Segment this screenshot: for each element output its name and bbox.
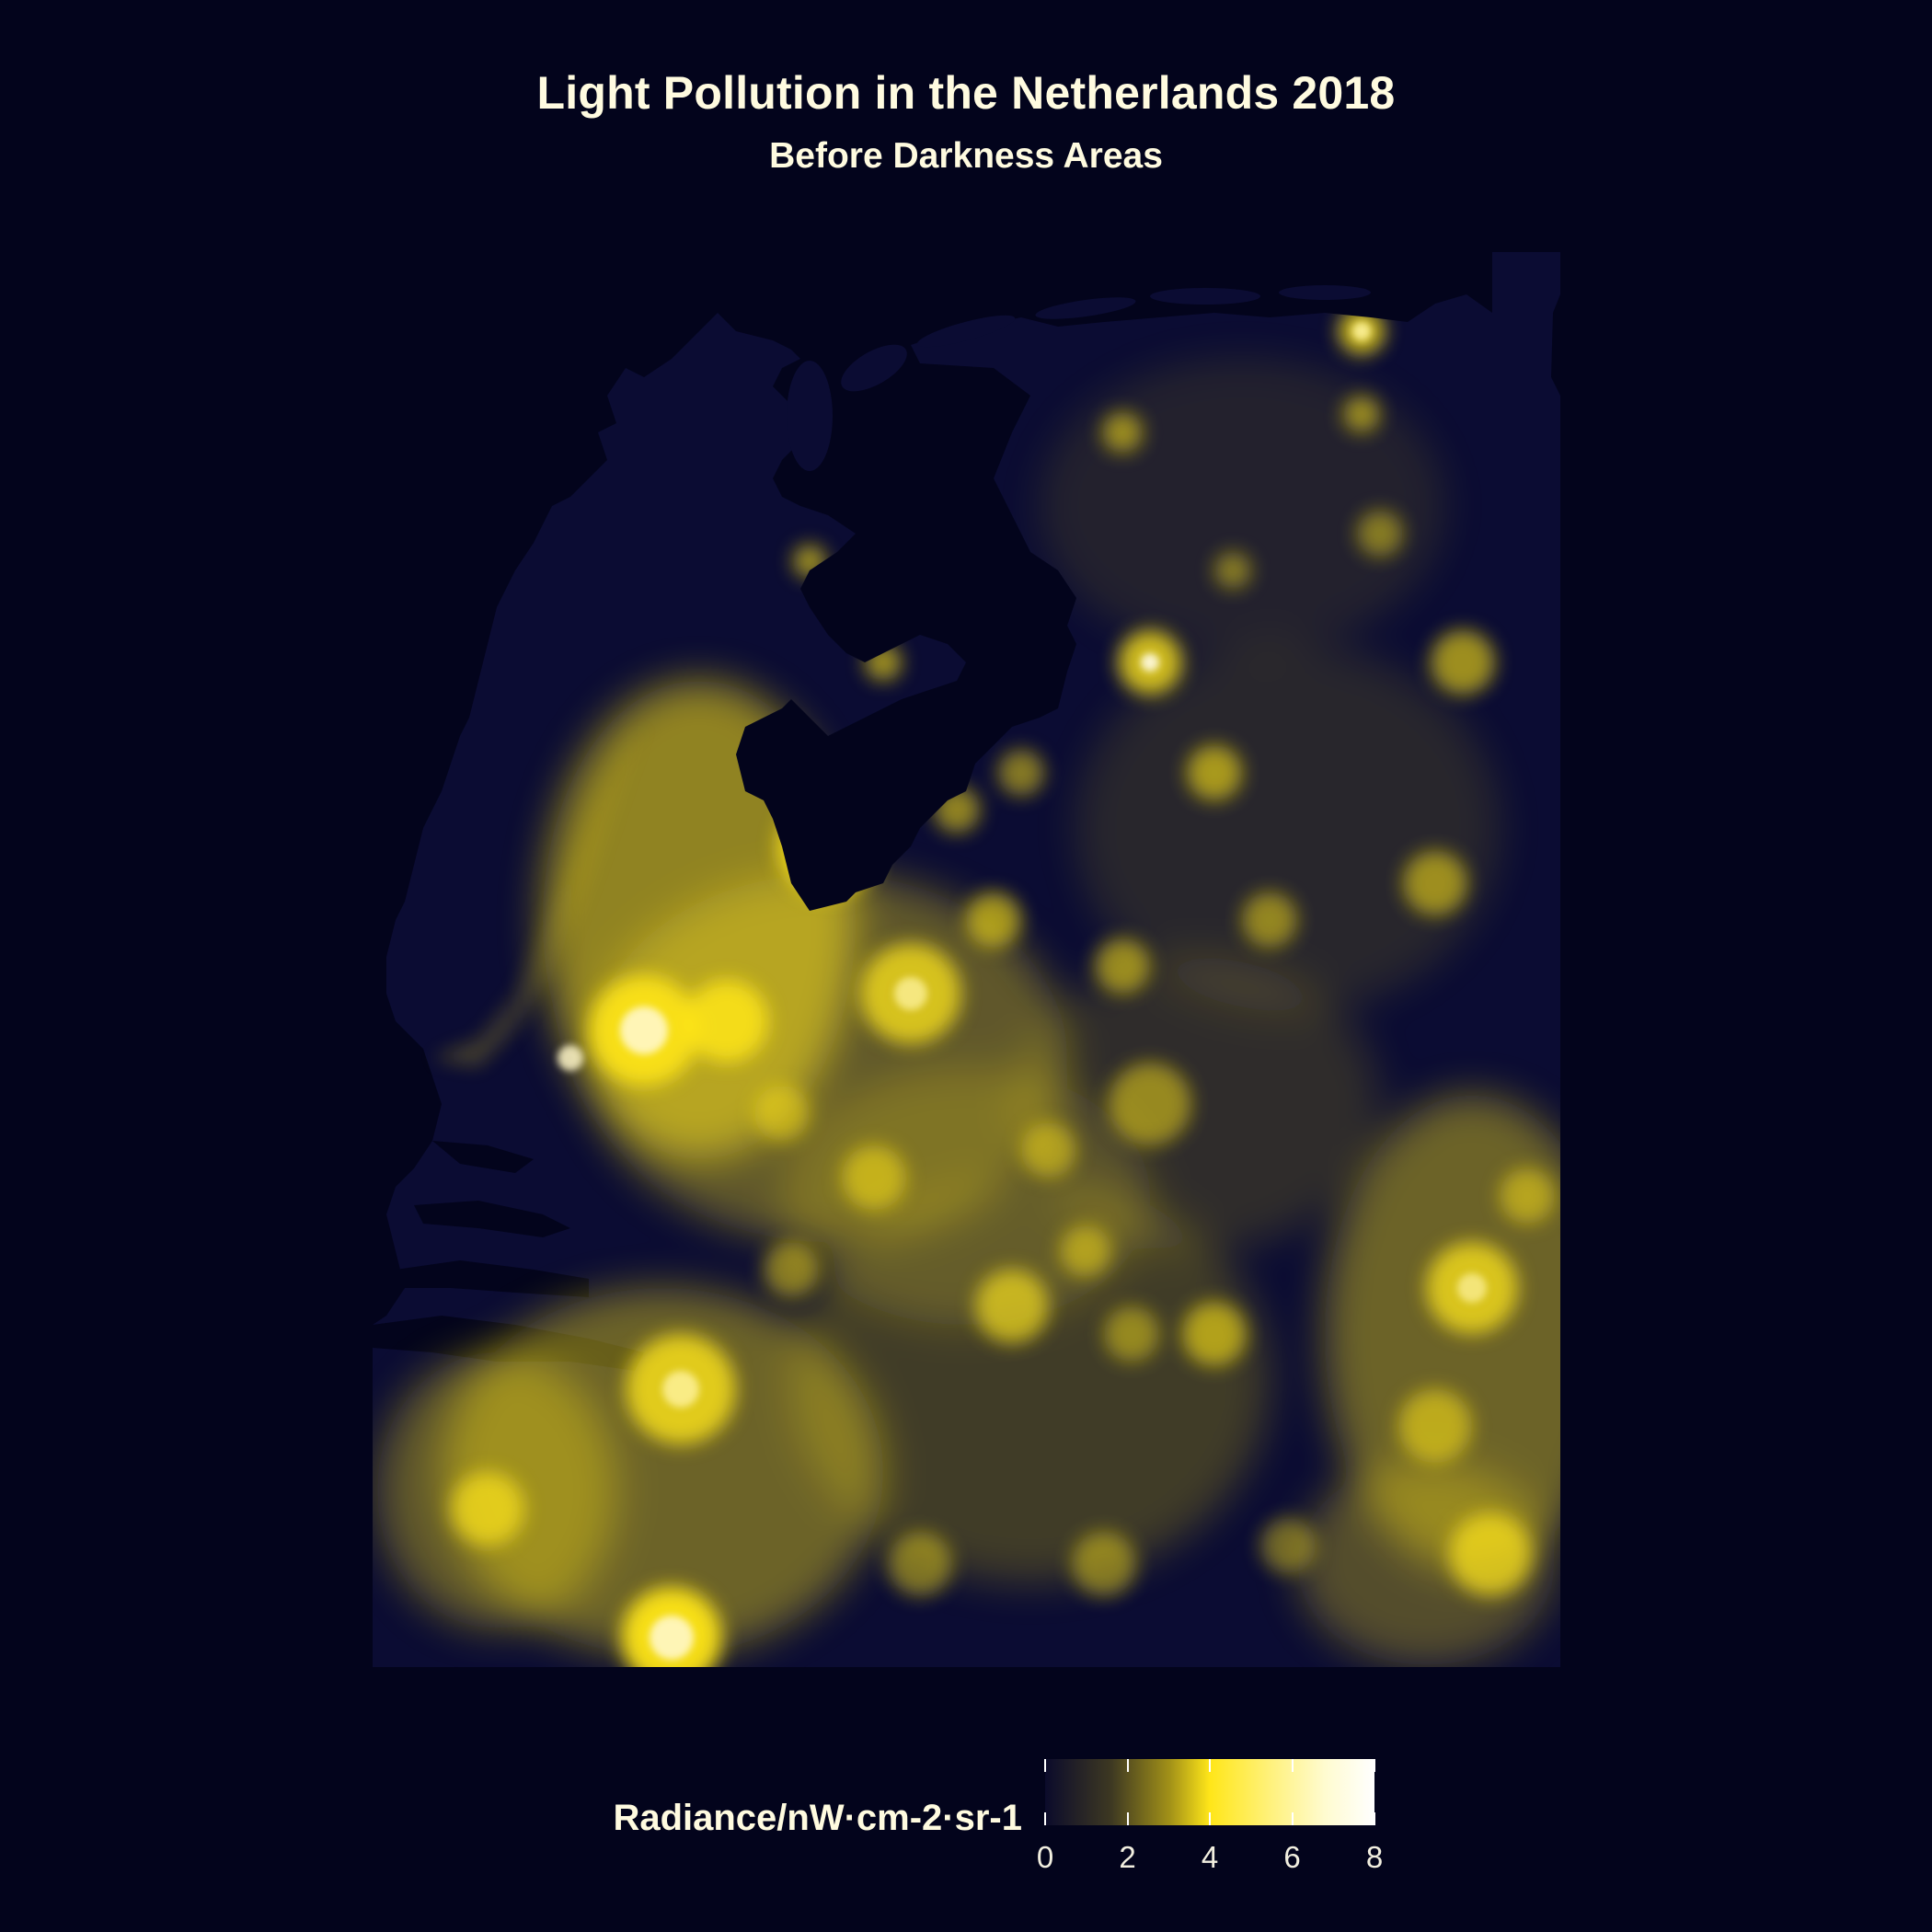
- legend-tick-mark: [1126, 1812, 1129, 1825]
- legend-tick-mark: [1044, 1759, 1046, 1772]
- light-glow-layer: [377, 308, 1560, 1667]
- legend-tick-mark: [1374, 1759, 1375, 1772]
- wadden-islands: [787, 285, 1371, 471]
- legend-tick-label: 6: [1283, 1840, 1301, 1874]
- legend-tick-mark: [1291, 1812, 1294, 1825]
- legend-tick-label: 0: [1036, 1840, 1054, 1874]
- legend-title: Radiance/nW·cm-2·sr-1: [613, 1798, 1022, 1838]
- map-subtitle: Before Darkness Areas: [769, 136, 1163, 176]
- legend-tick-mark: [1209, 1759, 1211, 1772]
- legend-tick-mark: [1291, 1759, 1294, 1772]
- legend-tick-label: 4: [1201, 1840, 1219, 1874]
- map-title: Light Pollution in the Netherlands 2018: [536, 67, 1396, 119]
- legend-tick-label: 2: [1119, 1840, 1136, 1874]
- legend-tick-label: 8: [1365, 1840, 1384, 1874]
- legend-tick-mark: [1374, 1812, 1375, 1825]
- legend-tick-mark: [1209, 1812, 1211, 1825]
- legend-tick-mark: [1044, 1812, 1046, 1825]
- legend-tick-mark: [1126, 1759, 1129, 1772]
- coastal-glow: [432, 718, 662, 1067]
